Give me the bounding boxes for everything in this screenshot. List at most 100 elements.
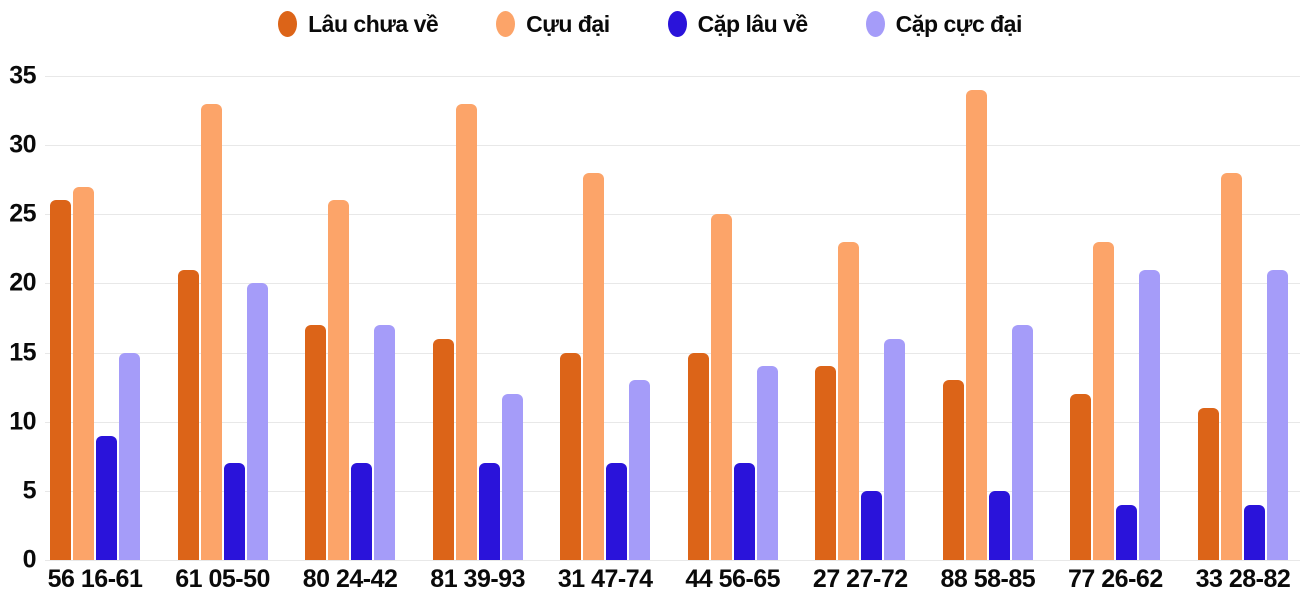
- bars: [177, 76, 268, 560]
- bar-series-3[interactable]: [1116, 504, 1138, 560]
- gridline-y-20: [45, 283, 1300, 285]
- gridline-y-10: [45, 421, 1300, 423]
- legend-item[interactable]: Cựu đại: [496, 10, 610, 38]
- bar-series-1[interactable]: [560, 352, 582, 560]
- bar-series-3[interactable]: [478, 463, 500, 560]
- x-axis-category-label: 44 56-65: [685, 565, 781, 593]
- bar-series-1[interactable]: [1070, 394, 1092, 560]
- bar-group: 81 39-93: [430, 76, 525, 592]
- legend-dot-icon: [667, 11, 687, 37]
- legend-dot-icon: [496, 11, 516, 37]
- gridline-y-25: [45, 214, 1300, 216]
- bar-group: 33 28-82: [1196, 76, 1291, 592]
- bar-series-1[interactable]: [1197, 407, 1219, 560]
- x-axis-category-label: 77 26-62: [1068, 565, 1163, 593]
- x-axis-category-label: 56 16-61: [47, 565, 143, 593]
- bar-series-1[interactable]: [50, 200, 71, 560]
- bar-series-4[interactable]: [246, 283, 268, 560]
- bars: [942, 76, 1033, 560]
- legend-dot-icon: [865, 11, 885, 37]
- legend-label: Cặp cực đại: [895, 10, 1023, 37]
- y-axis-tick-label: 25: [9, 199, 36, 228]
- y-axis-tick-label: 20: [9, 268, 36, 297]
- gridline-y-15: [45, 352, 1300, 354]
- bar-series-3[interactable]: [1243, 504, 1265, 560]
- bar-series-3[interactable]: [351, 463, 373, 560]
- legend-label: Cặp lâu về: [697, 10, 809, 37]
- y-axis-tick-label: 35: [9, 61, 36, 90]
- bar-series-1[interactable]: [815, 366, 837, 560]
- bar-group: 61 05-50: [175, 76, 270, 592]
- bar-series-2[interactable]: [1220, 172, 1242, 560]
- bar-series-1[interactable]: [942, 380, 964, 560]
- chart-legend: Lâu chưa về Cựu đại Cặp lâu về Cặp cực đại: [0, 6, 1300, 42]
- legend-label: Cựu đại: [526, 10, 610, 37]
- bar-series-2[interactable]: [583, 172, 605, 560]
- bar-series-2[interactable]: [455, 103, 477, 560]
- gridline-y-0: [45, 560, 1300, 561]
- bar-series-2[interactable]: [200, 103, 222, 560]
- gridline-y-30: [45, 145, 1300, 147]
- bar-series-4[interactable]: [1266, 269, 1288, 560]
- bar-series-4[interactable]: [1011, 324, 1033, 560]
- x-axis-category-label: 31 47-74: [557, 565, 653, 593]
- bar-group: 88 58-85: [940, 76, 1036, 592]
- y-axis-tick-label: 0: [22, 545, 37, 574]
- bars: [50, 76, 140, 560]
- bar-series-1[interactable]: [305, 324, 327, 560]
- bar-series-4[interactable]: [374, 324, 396, 560]
- bar-series-2[interactable]: [328, 200, 350, 560]
- legend-item[interactable]: Cặp cực đại: [865, 10, 1023, 38]
- gridline-y-35: [45, 76, 1300, 77]
- x-axis-category-label: 61 05-50: [175, 565, 270, 593]
- bars: [305, 76, 396, 560]
- bars: [432, 76, 523, 560]
- bar-series-2[interactable]: [710, 214, 732, 560]
- bar-series-2[interactable]: [73, 186, 94, 560]
- x-axis-category-label: 27 27-72: [812, 565, 908, 593]
- y-axis-tick-label: 15: [9, 338, 36, 367]
- legend-item[interactable]: Cặp lâu về: [667, 10, 809, 38]
- bar-series-3[interactable]: [606, 463, 628, 560]
- bars: [1197, 76, 1288, 560]
- x-axis-category-label: 33 28-82: [1195, 565, 1291, 593]
- legend-label: Lâu chưa về: [308, 10, 439, 37]
- bars: [1070, 76, 1161, 560]
- bar-series-1[interactable]: [687, 352, 709, 560]
- bar-series-4[interactable]: [884, 338, 906, 560]
- bar-series-3[interactable]: [988, 490, 1010, 560]
- y-axis-tick-label: 30: [9, 130, 36, 159]
- bar-series-3[interactable]: [223, 463, 245, 560]
- bar-group: 80 24-42: [303, 76, 398, 592]
- bar-group: 56 16-61: [48, 76, 143, 592]
- bar-series-2[interactable]: [965, 89, 987, 560]
- bar-series-4[interactable]: [629, 380, 651, 560]
- bar-series-2[interactable]: [838, 241, 860, 560]
- gridline-y-5: [45, 490, 1300, 492]
- bar-series-3[interactable]: [861, 490, 883, 560]
- x-axis-category-label: 88 58-85: [940, 565, 1036, 593]
- bars: [560, 76, 651, 560]
- bar-series-3[interactable]: [733, 463, 755, 560]
- bar-series-4[interactable]: [1139, 269, 1161, 560]
- x-axis-category-label: 81 39-93: [430, 565, 525, 593]
- bar-series-3[interactable]: [96, 435, 117, 560]
- legend-item[interactable]: Lâu chưa về: [278, 10, 439, 38]
- bar-series-2[interactable]: [1093, 241, 1115, 560]
- bar-series-4[interactable]: [756, 366, 778, 560]
- y-axis-tick-label: 10: [9, 407, 36, 436]
- bar-group: 31 47-74: [558, 76, 653, 592]
- bar-series-4[interactable]: [501, 394, 523, 560]
- bar-groups-layer: 56 16-61 61 05-50 80 24-42 81 39-93 31 47-74…: [48, 76, 1291, 592]
- bars: [687, 76, 778, 560]
- bar-group: 27 27-72: [813, 76, 908, 592]
- bar-series-1[interactable]: [177, 269, 199, 560]
- legend-dot-icon: [278, 11, 298, 37]
- bar-series-4[interactable]: [119, 352, 140, 560]
- bar-group: 77 26-62: [1068, 76, 1163, 592]
- bars: [815, 76, 906, 560]
- y-axis-tick-label: 5: [22, 476, 37, 505]
- bar-series-1[interactable]: [432, 338, 454, 560]
